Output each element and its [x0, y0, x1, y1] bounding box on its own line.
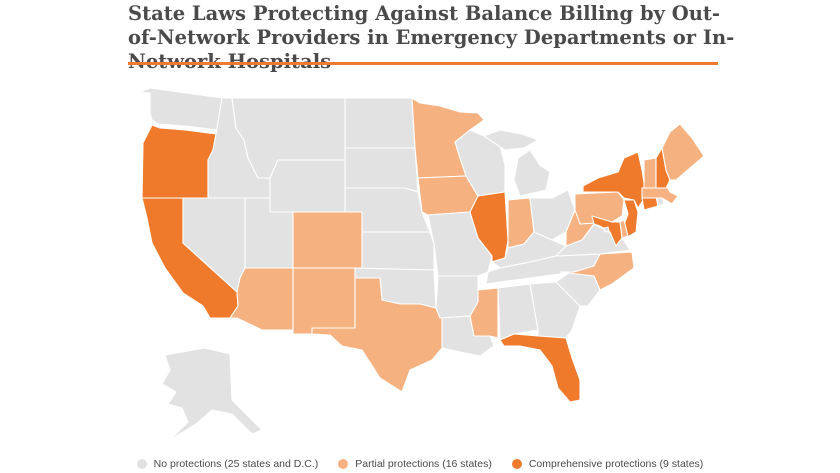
state-OR[interactable]: [141, 124, 217, 199]
state-MD[interactable]: [591, 215, 623, 247]
legend-label-partial: Partial protections (16 states): [355, 458, 492, 470]
legend-item-partial: Partial protections (16 states): [338, 458, 492, 470]
state-FL[interactable]: [499, 333, 581, 403]
state-ME[interactable]: [661, 123, 705, 181]
legend-item-comprehensive: Comprehensive protections (9 states): [511, 458, 704, 470]
legend-item-none: No protections (25 states and D.C.): [136, 458, 319, 470]
title-divider: [128, 62, 718, 65]
state-NC[interactable]: [559, 251, 635, 291]
state-DC[interactable]: [603, 226, 610, 233]
state-WI[interactable]: [454, 129, 506, 197]
state-KS[interactable]: [361, 231, 435, 271]
map-title: State Laws Protecting Against Balance Bi…: [128, 2, 735, 73]
legend-swatch-partial: [338, 459, 349, 469]
state-NM[interactable]: [292, 267, 356, 335]
state-WY[interactable]: [269, 159, 346, 213]
state-MI[interactable]: [483, 129, 551, 197]
legend: No protections (25 states and D.C.) Part…: [0, 455, 840, 473]
legend-swatch-comprehensive: [511, 459, 522, 469]
state-AK[interactable]: [161, 347, 263, 441]
state-ND[interactable]: [344, 97, 416, 149]
legend-label-none: No protections (25 states and D.C.): [153, 458, 319, 470]
state-CO[interactable]: [292, 211, 363, 269]
state-SD[interactable]: [344, 147, 419, 193]
legend-label-comprehensive: Comprehensive protections (9 states): [528, 458, 704, 470]
state-VT[interactable]: [643, 157, 657, 189]
state-AR[interactable]: [435, 275, 479, 319]
state-AL[interactable]: [497, 283, 539, 341]
state-WA[interactable]: [139, 87, 223, 131]
legend-swatch-none: [136, 459, 147, 469]
state-TX[interactable]: [311, 277, 443, 393]
